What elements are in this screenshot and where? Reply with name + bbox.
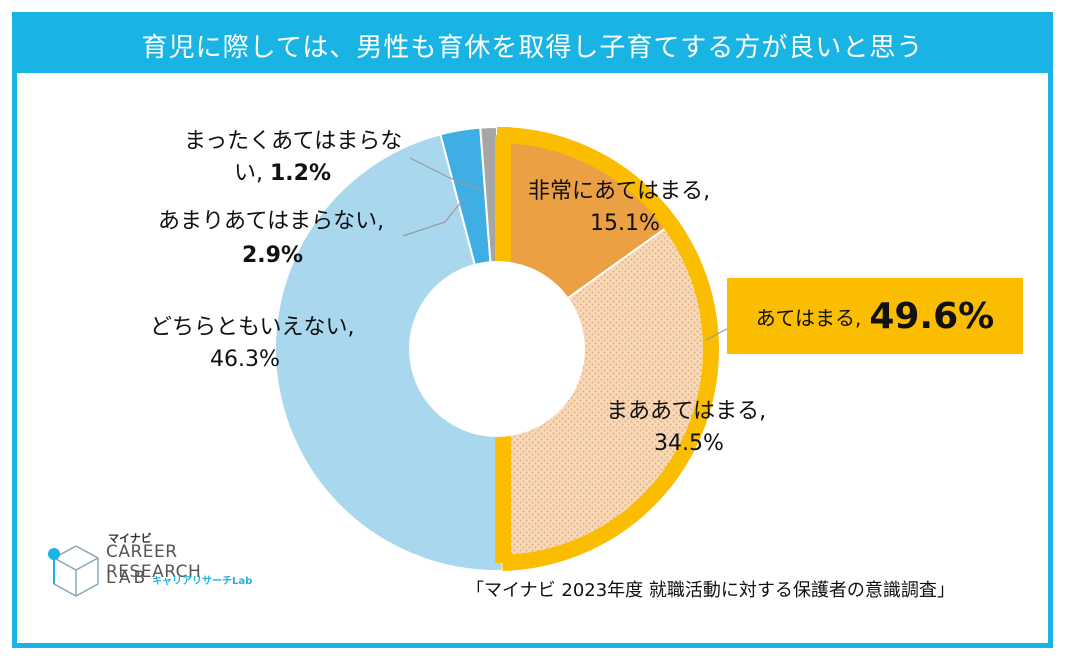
highlight-arc: [495, 127, 719, 571]
callout-label: あてはまる,: [755, 305, 862, 330]
label-not-at-all-value: い, 1.2%: [234, 161, 331, 186]
cube-logo-icon: [48, 545, 99, 597]
label-very-agree-name: 非常にあてはまる,: [528, 179, 710, 204]
logo-jp: キャリアリサーチLab: [152, 576, 253, 587]
chart-title: 育児に際しては、男性も育休を取得し子育てする方が良いと思う: [17, 17, 1048, 73]
label-not-much-value: 2.9%: [242, 243, 303, 268]
label-not-at-all-name: まったくあてはまらな: [184, 129, 402, 154]
label-not-much-name: あまりあてはまらない,: [158, 209, 384, 234]
label-neutral-value: 46.3%: [210, 347, 280, 372]
callout-value: 49.6%: [869, 295, 995, 337]
label-somewhat-agree-value: 34.5%: [654, 431, 724, 456]
source-note: 「マイナビ 2023年度 就職活動に対する保護者の意識調査」: [466, 580, 955, 601]
donut-hole: [409, 261, 585, 437]
logo-brand-small: マイナビ: [108, 532, 152, 545]
slice-neutral: [274, 133, 504, 572]
career-research-lab-logo: マイナビ CAREER RESEARCH LAB キャリアリサーチLab: [46, 530, 266, 610]
label-somewhat-agree-name: まああてはまる,: [606, 399, 766, 424]
label-neutral-name: どちらともいえない,: [150, 315, 355, 340]
logo-line1: CAREER RESEARCH: [106, 542, 202, 582]
agree-total-callout: あてはまる, 49.6%: [727, 278, 1023, 354]
leader-line-very-not: [409, 157, 484, 191]
label-very-agree-value: 15.1%: [590, 211, 660, 236]
leader-line-not-much: [402, 195, 467, 237]
logo-line2: LAB: [106, 568, 149, 588]
